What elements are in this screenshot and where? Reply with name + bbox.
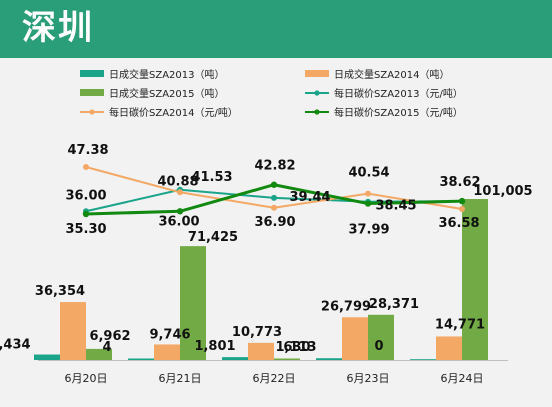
line-point [176,208,184,215]
bar [436,336,462,360]
bar-data-label: 26,799 [321,299,371,314]
line-point [83,164,89,170]
line-data-label: 42.82 [254,159,295,174]
line-point [271,204,277,211]
legend-swatch [305,70,329,77]
bar-data-label: 9,746 [149,327,190,342]
line-data-label: 40.54 [348,166,389,181]
x-tick-label: 6月20日 [65,372,108,385]
x-tick-label: 6月24日 [441,372,484,385]
bar-data-label: 14,771 [435,317,485,332]
bar [368,314,394,360]
bar [342,317,368,360]
line-data-label: 36.58 [438,216,479,231]
bar-data-label: 4 [102,340,111,355]
legend-marker [89,109,95,115]
line-data-label: 36.90 [254,215,295,230]
bar [154,344,180,360]
bar [34,354,60,360]
line-point [271,194,277,201]
line-data-label: 36.00 [65,188,106,203]
bar [316,358,342,360]
line-point [82,210,90,218]
legend-entry: 每日碳价SZA2014（元/吨） [109,106,238,119]
line-data-label: 38.62 [439,175,480,190]
bar [248,342,274,360]
bar-data-label: 28,371 [369,297,419,312]
legend-entry: 每日碳价SZA2015（元/吨） [334,106,463,119]
line-point [458,197,466,205]
bar [222,357,248,360]
line-point [177,189,183,196]
title-banner: 深圳 [0,0,552,58]
bar-data-label: 0 [374,339,383,354]
legend-entry: 日成交量SZA2015（吨） [109,87,225,100]
bar-data-label: 36,354 [35,284,85,299]
bar [274,358,300,360]
x-tick-label: 6月22日 [253,372,296,385]
legend-marker [314,90,320,96]
line-point [270,181,278,188]
line-data-label: 35.30 [65,222,106,237]
legend-swatch [80,89,104,96]
bar [462,199,488,360]
line-data-label: 39.44 [289,190,330,205]
bar-data-label: 6,962 [89,329,130,344]
bar [128,358,154,360]
bar [60,302,86,360]
line-data-label: 40.88 [157,174,198,189]
line-data-label: 38.45 [375,199,416,214]
legend-marker [314,109,320,115]
legend-entry: 每日碳价SZA2013（元/吨） [334,87,463,100]
line-data-label: 36.00 [158,214,199,229]
bar [86,348,112,360]
bar-data-label: 630 [283,340,310,355]
page-title: 深圳 [22,8,94,48]
bar-data-label: 101,005 [473,184,532,199]
bar-data-label: 3,434 [0,338,31,353]
x-tick-label: 6月21日 [159,372,202,385]
line-data-label: 37.99 [348,223,389,238]
bar [180,246,206,360]
line-data-label: 41.53 [191,170,232,185]
x-tick-label: 6月23日 [347,372,390,385]
bar [410,359,436,360]
line-point [365,190,371,197]
bar-data-label: 71,425 [188,230,238,245]
line-data-label: 47.38 [67,143,108,158]
line-point [459,206,465,213]
legend-swatch [80,70,104,77]
bar-data-label: 10,773 [232,325,282,340]
line-point [364,200,372,207]
legend-entry: 日成交量SZA2013（吨） [109,68,225,81]
bar-data-label: 1,113 [275,340,316,355]
legend-entry: 日成交量SZA2014（吨） [334,68,450,81]
bar-data-label: 1,801 [194,339,235,354]
